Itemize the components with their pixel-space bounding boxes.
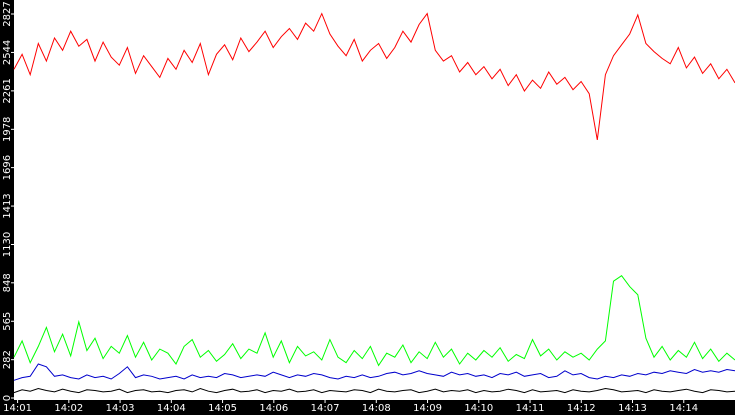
series-line (13, 387, 735, 394)
y-tick-label: 1696 (2, 155, 13, 180)
x-tick-label: 14:08 (362, 403, 391, 414)
y-tick-label: 2261 (2, 78, 13, 103)
y-axis-strip (0, 0, 14, 415)
x-tick-label: 14:06 (259, 403, 288, 414)
y-tick-label: 2544 (2, 40, 13, 65)
x-tick-label: 14:14 (669, 403, 698, 414)
y-tick-label: 1130 (2, 232, 13, 257)
series-line (13, 275, 735, 367)
x-tick-label: 14:04 (157, 403, 186, 414)
x-tick-label: 14:11 (516, 403, 545, 414)
x-tick-label: 14:03 (106, 403, 135, 414)
x-tick-label: 14:07 (311, 403, 340, 414)
y-tick-label: 1978 (2, 117, 13, 142)
x-tick-label: 14:10 (464, 403, 493, 414)
x-tick-label: 14:05 (208, 403, 237, 414)
y-tick-label: 2827 (2, 1, 13, 26)
x-tick-label: 14:01 (3, 403, 32, 414)
series-line (13, 363, 735, 381)
x-axis-strip (0, 400, 735, 415)
x-tick-label: 14:09 (413, 403, 442, 414)
x-tick-label: 14:12 (567, 403, 596, 414)
y-tick-label: 0 (2, 395, 13, 401)
x-tick-label: 14:02 (54, 403, 83, 414)
y-tick-label: 848 (2, 273, 13, 292)
y-tick-label: 1413 (2, 193, 13, 218)
series-line (13, 12, 735, 140)
x-tick-label: 14:13 (618, 403, 647, 414)
y-tick-label: 565 (2, 312, 13, 331)
y-tick-label: 282 (2, 350, 13, 369)
